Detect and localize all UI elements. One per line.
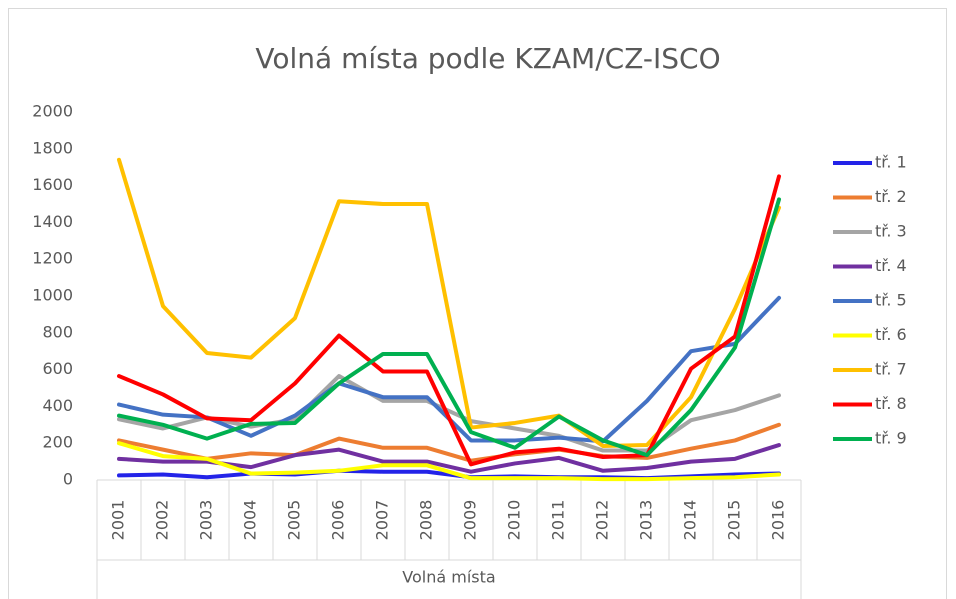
x-tick-label: 2015 bbox=[725, 500, 744, 541]
chart-border bbox=[8, 8, 947, 599]
x-tick-label: 2011 bbox=[549, 500, 568, 541]
legend-label: tř. 1 bbox=[875, 153, 907, 172]
x-tick-label: 2004 bbox=[241, 500, 260, 541]
x-tick-label: 2007 bbox=[373, 500, 392, 541]
y-tick-label: 1400 bbox=[32, 212, 73, 231]
legend-label: tř. 7 bbox=[875, 360, 907, 379]
x-tick-label: 2010 bbox=[505, 500, 524, 541]
series-line bbox=[117, 422, 781, 463]
y-tick-label: 800 bbox=[42, 322, 73, 341]
x-tick-label: 2001 bbox=[109, 500, 128, 541]
y-tick-label: 1600 bbox=[32, 175, 73, 194]
chart-title: Volná místa podle KZAM/CZ-ISCO bbox=[255, 42, 720, 75]
x-tick-label: 2002 bbox=[153, 500, 172, 541]
x-tick-label: 2009 bbox=[461, 500, 480, 541]
x-tick-label: 2016 bbox=[769, 500, 788, 541]
x-tick-label: 2014 bbox=[681, 500, 700, 541]
y-tick-label: 1200 bbox=[32, 249, 73, 268]
series-line bbox=[117, 197, 781, 458]
legend-label: tř. 3 bbox=[875, 222, 907, 241]
legend-label: tř. 2 bbox=[875, 187, 907, 206]
legend-label: tř. 8 bbox=[875, 394, 907, 413]
y-tick-label: 400 bbox=[42, 396, 73, 415]
y-tick-label: 600 bbox=[42, 359, 73, 378]
x-tick-label: 2013 bbox=[637, 500, 656, 541]
series-line bbox=[117, 157, 781, 448]
legend-label: tř. 6 bbox=[875, 325, 907, 344]
x-tick-label: 2003 bbox=[197, 500, 216, 541]
series-line bbox=[117, 174, 781, 467]
legend-label: tř. 9 bbox=[875, 429, 907, 448]
legend-label: tř. 5 bbox=[875, 291, 907, 310]
x-axis-label: Volná místa bbox=[402, 568, 495, 587]
y-tick-label: 2000 bbox=[32, 102, 73, 121]
x-tick-label: 2012 bbox=[593, 500, 612, 541]
x-tick-label: 2008 bbox=[417, 500, 436, 541]
y-tick-label: 200 bbox=[42, 433, 73, 452]
y-tick-label: 1000 bbox=[32, 286, 73, 305]
y-tick-label: 1800 bbox=[32, 138, 73, 157]
x-tick-label: 2005 bbox=[285, 500, 304, 541]
x-tick-label: 2006 bbox=[329, 500, 348, 541]
y-tick-label: 0 bbox=[63, 470, 73, 489]
legend-label: tř. 4 bbox=[875, 256, 907, 275]
series-line bbox=[117, 441, 781, 482]
